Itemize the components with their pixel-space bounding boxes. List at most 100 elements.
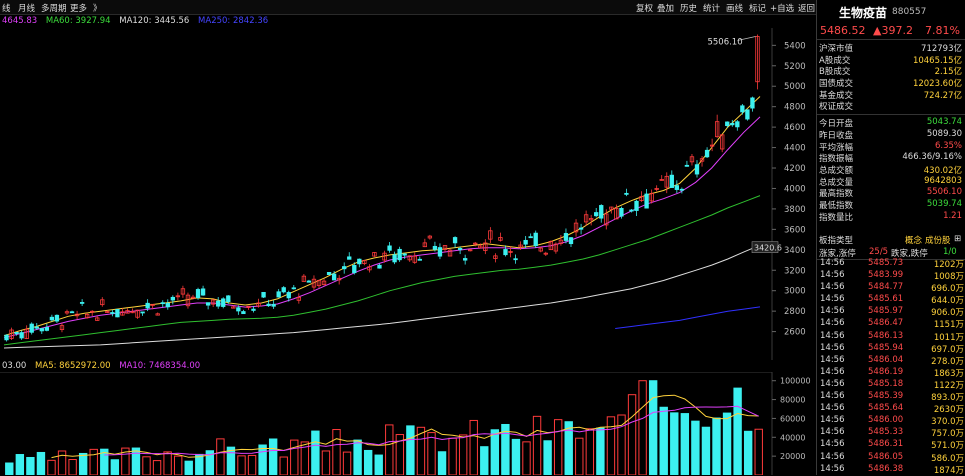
candle xyxy=(473,242,478,245)
tick-price: 5486.05 xyxy=(868,451,904,462)
tick-volume: 697.0万 xyxy=(931,344,964,355)
candle xyxy=(412,255,417,263)
constituents-link[interactable]: 成份股 xyxy=(925,236,951,246)
stat-label: 权证成交 xyxy=(819,102,854,113)
toolbar-item-expand[interactable]: 》 xyxy=(93,4,102,14)
tick-time: 14:56 xyxy=(820,294,845,305)
toolbar-mark-button[interactable]: 标记 xyxy=(749,4,767,14)
tick-row: 14:56 5485.73 1202万 xyxy=(818,258,965,270)
stat-label: 最低指数 xyxy=(819,200,854,211)
tick-time: 14:56 xyxy=(820,258,845,268)
tick-list[interactable]: 14:56 5485.73 1202万 14:56 5483.99 1008万 14:56 5… xyxy=(818,258,965,476)
volume-bar xyxy=(395,434,405,475)
candle xyxy=(286,292,291,299)
volume-bar xyxy=(110,459,120,475)
volume-bar xyxy=(142,456,151,475)
volume-chart[interactable]: 20000 40000 60000 80000 100000 xyxy=(0,372,816,475)
toolbar-overlay-button[interactable]: 叠加 xyxy=(657,4,675,14)
tick-row: 14:56 5485.61 644.0万 xyxy=(818,294,965,306)
candle xyxy=(619,207,624,217)
toolbar-fuquan-button[interactable]: 复权 xyxy=(636,4,654,14)
volume-tick-label: 20000 xyxy=(780,452,805,461)
volume-bar xyxy=(670,412,679,475)
candle xyxy=(679,188,685,191)
candle xyxy=(684,164,690,167)
toolbar-stats-button[interactable]: 统计 xyxy=(703,4,721,14)
volume-bar xyxy=(184,460,193,475)
stat-row: B股成交 2.15亿 xyxy=(817,65,965,77)
price-tick-label: 5200 xyxy=(784,62,806,72)
candle xyxy=(699,158,705,162)
toolbar-draw-button[interactable]: 画线 xyxy=(726,4,744,14)
volume-bar xyxy=(195,453,204,475)
toolbar-history-button[interactable]: 历史 xyxy=(680,4,698,14)
toolbar-item-multiperiod[interactable]: 多周期 xyxy=(41,4,67,14)
stat-label: 指数量比 xyxy=(819,212,854,223)
volume-bar xyxy=(511,438,521,475)
stat-value: 2.15亿 xyxy=(934,67,962,78)
candle xyxy=(372,252,377,257)
tick-row: 14:56 5485.97 906.0万 xyxy=(818,306,965,318)
tick-volume: 571.0万 xyxy=(931,441,964,452)
volume-bar xyxy=(332,429,341,475)
price-tick-label: 4800 xyxy=(784,103,806,113)
stat-value: 5089.30 xyxy=(926,128,962,139)
decliners-value: 1/0 xyxy=(943,247,957,257)
candle xyxy=(256,302,261,307)
tick-row: 14:56 5484.77 696.0万 xyxy=(818,282,965,294)
candle xyxy=(105,311,110,313)
toolbar-back-button[interactable]: 返回 xyxy=(798,4,816,14)
candle xyxy=(64,311,70,314)
volume-bar xyxy=(659,406,668,475)
candle xyxy=(382,252,387,261)
candle xyxy=(296,297,302,301)
candle xyxy=(548,241,554,251)
volume-bar xyxy=(722,412,732,475)
tick-row: 14:56 5486.13 1011万 xyxy=(818,331,965,343)
index-type-row: 板指类型 概念 成份股 ⊞ xyxy=(817,234,965,246)
concept-tag[interactable]: 概念 xyxy=(905,236,923,246)
tick-time: 14:56 xyxy=(820,463,845,474)
candle xyxy=(145,302,150,309)
volume-bar xyxy=(173,455,183,475)
volume-bar xyxy=(406,425,415,475)
toolbar-item-more[interactable]: 更多 xyxy=(70,4,88,14)
price-header: 5486.52 ▲397.2 7.81% xyxy=(817,22,965,40)
toolbar-item-monthly[interactable]: 月线 xyxy=(18,4,36,14)
tick-volume: 278.0万 xyxy=(931,356,964,367)
price-tick-label: 2600 xyxy=(784,328,806,338)
ma-legend: 4645.83 MA60: 3927.94 MA120: 3445.56 MA2… xyxy=(2,16,274,27)
candle xyxy=(236,307,241,312)
stat-value: 430.02亿 xyxy=(923,165,962,176)
candle xyxy=(669,174,674,188)
tick-price: 5486.38 xyxy=(868,463,904,474)
stat-label: 基金成交 xyxy=(819,90,854,101)
grid-icon[interactable]: ⊞ xyxy=(954,234,962,244)
candle xyxy=(513,258,518,261)
toolbar-add-watchlist-button[interactable]: +自选 xyxy=(770,4,795,14)
volume-bar xyxy=(627,394,637,475)
candle xyxy=(493,255,498,259)
candle xyxy=(326,272,332,275)
candle xyxy=(755,36,760,83)
candle xyxy=(714,121,720,138)
candle xyxy=(558,239,564,244)
volume-bar xyxy=(712,417,721,475)
candle xyxy=(709,144,715,147)
candle xyxy=(44,327,50,331)
price-tick-label: 3600 xyxy=(784,225,806,235)
price-tick-label: 3400 xyxy=(784,246,806,256)
tick-volume: 1202万 xyxy=(933,260,964,270)
volume-bar xyxy=(522,441,531,475)
toolbar-item-period[interactable]: 线 xyxy=(2,4,11,14)
candlestick-chart[interactable]: 2600 2800 3000 3200 3400 3600 3800 4000 4200 4400… xyxy=(0,28,816,360)
candle xyxy=(79,302,85,304)
price-tick-label: 5000 xyxy=(784,82,806,92)
candle xyxy=(568,237,574,245)
candle xyxy=(347,256,352,260)
tick-price: 5485.73 xyxy=(868,258,904,268)
volume-bar xyxy=(268,438,278,475)
tick-price: 5485.61 xyxy=(868,294,904,305)
stats-table: 沪深市值 712793亿 A股成交 10465.15亿 B股成交 2.15亿 国债成交 120… xyxy=(817,42,965,223)
candle xyxy=(311,278,317,288)
